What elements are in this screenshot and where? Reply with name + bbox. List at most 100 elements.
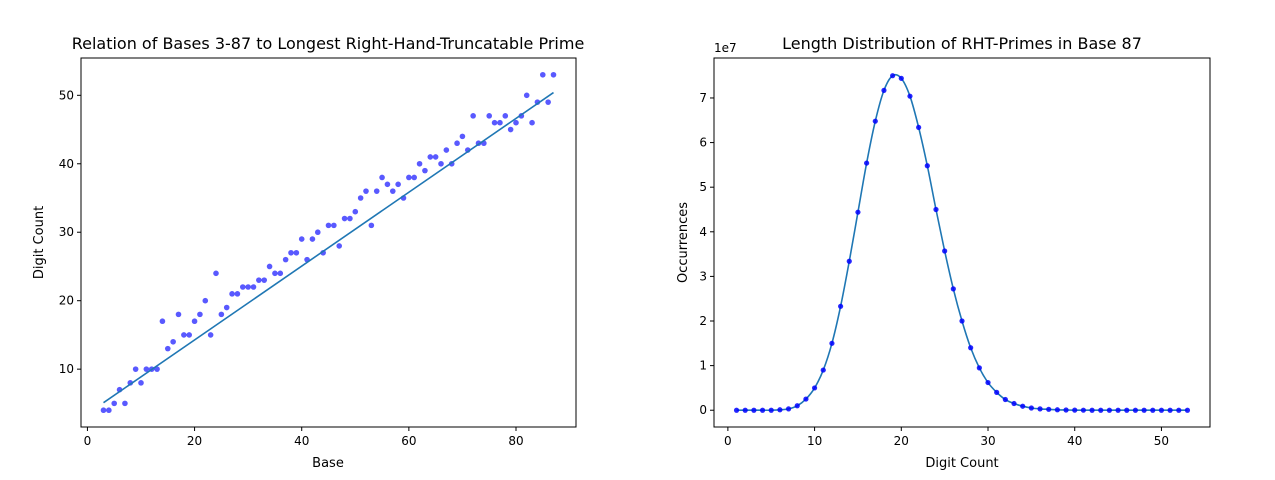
- scatter-point: [106, 407, 112, 414]
- data-point: [1124, 407, 1130, 413]
- data-point: [811, 385, 818, 391]
- scatter-point: [266, 263, 273, 270]
- scatter-point: [218, 311, 225, 318]
- right-chart-title: Length Distribution of RHT-Primes in Bas…: [782, 34, 1142, 53]
- left-chart-axes-frame: [80, 57, 577, 428]
- data-point: [898, 75, 904, 81]
- scatter-point: [416, 160, 423, 167]
- scatter-point: [298, 236, 305, 242]
- fit-line: [103, 91, 554, 404]
- scatter-point: [341, 215, 348, 222]
- data-point: [924, 163, 930, 169]
- data-point: [1020, 403, 1026, 409]
- left-chart-title: Relation of Bases 3-87 to Longest Right-…: [72, 34, 585, 53]
- scatter-point: [529, 119, 535, 126]
- y-tick-label: 6: [699, 136, 707, 150]
- data-point: [916, 124, 922, 131]
- x-tick-label: 40: [1067, 434, 1082, 448]
- x-tick-label: 0: [724, 434, 732, 448]
- data-point: [1150, 407, 1156, 413]
- y-tick-label: 3: [699, 269, 707, 283]
- data-point: [1011, 400, 1017, 407]
- data-point: [959, 318, 965, 324]
- scatter-point: [357, 195, 364, 201]
- scatter-point: [245, 284, 251, 290]
- data-point: [1028, 405, 1034, 411]
- x-tick-label: 10: [807, 434, 822, 448]
- data-point: [794, 403, 800, 409]
- scatter-point: [411, 174, 418, 181]
- data-point: [1080, 407, 1086, 413]
- left-chart-marks: [100, 71, 557, 414]
- scatter-point: [502, 113, 509, 119]
- scatter-point: [197, 311, 203, 318]
- scatter-point: [191, 318, 198, 325]
- right-chart-ylabel: Occurrences: [676, 202, 691, 283]
- y-tick-label: 30: [59, 225, 74, 239]
- scatter-point: [239, 284, 246, 290]
- scatter-point: [432, 154, 439, 160]
- data-point: [1063, 407, 1069, 413]
- scatter-point: [395, 181, 401, 188]
- scatter-point: [181, 332, 187, 338]
- data-point: [742, 407, 748, 413]
- scatter-point: [272, 270, 278, 277]
- data-point: [950, 286, 956, 292]
- scatter-point: [309, 236, 316, 242]
- data-point: [1176, 407, 1182, 413]
- scatter-point: [325, 222, 332, 229]
- scatter-point: [122, 400, 128, 407]
- x-tick-label: 30: [980, 434, 995, 448]
- scatter-point: [331, 222, 337, 229]
- scatter-point: [186, 332, 193, 338]
- data-point: [1167, 407, 1173, 413]
- scatter-point: [132, 366, 139, 372]
- data-point: [968, 345, 974, 351]
- data-point: [829, 340, 835, 346]
- data-point: [985, 379, 991, 386]
- data-point: [942, 248, 948, 254]
- x-tick-label: 60: [401, 434, 416, 448]
- scatter-point: [111, 400, 118, 407]
- data-point: [872, 118, 878, 124]
- scatter-point: [277, 270, 284, 277]
- scatter-point: [523, 92, 530, 99]
- data-point: [976, 365, 982, 371]
- data-point: [820, 367, 826, 373]
- data-point: [907, 93, 913, 99]
- scatter-point: [368, 222, 375, 229]
- y-tick-label: 7: [699, 91, 707, 105]
- data-point: [1184, 407, 1191, 413]
- data-point: [1115, 407, 1121, 413]
- scatter-point: [314, 229, 321, 236]
- scatter-point: [363, 188, 369, 194]
- right-chart-xlabel: Digit Count: [925, 456, 998, 471]
- y-tick-label: 10: [59, 362, 74, 376]
- x-tick-label: 20: [894, 434, 909, 448]
- scatter-point: [550, 71, 557, 78]
- x-tick-label: 80: [508, 434, 523, 448]
- data-point: [1072, 407, 1078, 413]
- data-point: [1054, 407, 1060, 413]
- data-point: [759, 407, 766, 413]
- right-chart-axes-frame: [713, 57, 1211, 428]
- x-tick-label: 40: [294, 434, 309, 448]
- scatter-point: [175, 311, 182, 318]
- scatter-point: [282, 256, 289, 263]
- data-point: [785, 406, 792, 412]
- scatter-point: [507, 126, 514, 133]
- scatter-point: [288, 249, 294, 256]
- scatter-point: [379, 174, 385, 181]
- scatter-point: [229, 291, 235, 297]
- scatter-point: [250, 284, 257, 290]
- data-point: [1132, 407, 1139, 413]
- scatter-point: [513, 119, 519, 126]
- scatter-point: [438, 160, 444, 167]
- scatter-point: [213, 270, 219, 277]
- scatter-point: [373, 188, 380, 194]
- right-chart: Length Distribution of RHT-Primes in Bas…: [676, 34, 1211, 471]
- scatter-point: [352, 208, 359, 215]
- scatter-point: [384, 181, 391, 188]
- scatter-point: [497, 119, 503, 126]
